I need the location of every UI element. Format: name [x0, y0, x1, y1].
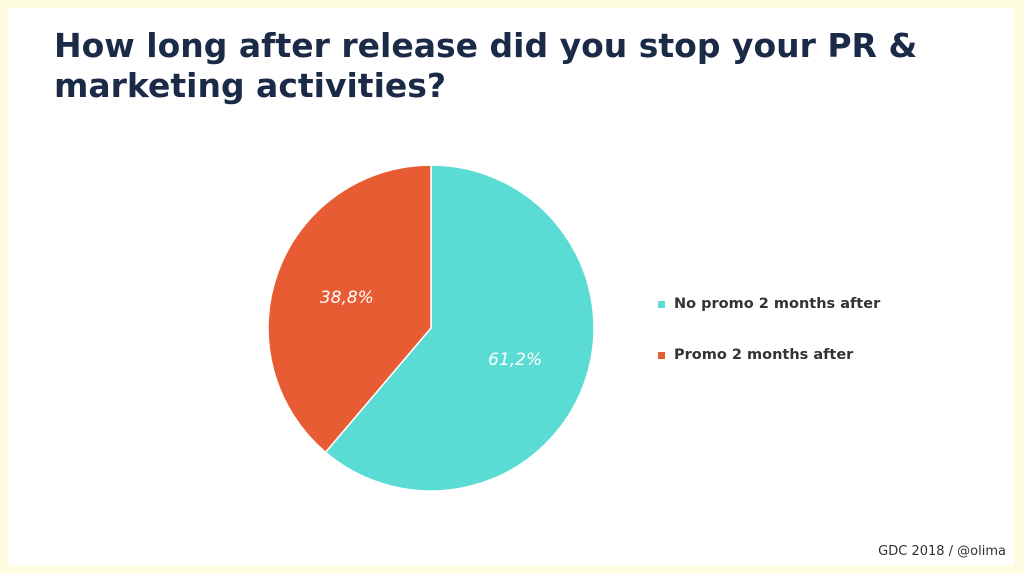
- pie-slice-promo: [267, 164, 432, 454]
- pie-chart: 61,2% 38,8%: [267, 164, 595, 492]
- data-label-promo: 38,8%: [320, 288, 374, 308]
- legend-label-promo: Promo 2 months after: [674, 347, 854, 363]
- legend-item-no-promo: No promo 2 months after: [658, 294, 880, 314]
- chart-legend: No promo 2 months after Promo 2 months a…: [658, 294, 880, 396]
- data-label-no-promo: 61,2%: [488, 350, 542, 370]
- legend-item-promo: Promo 2 months after: [658, 345, 880, 365]
- footer-credit: GDC 2018 / @olima: [878, 544, 1006, 559]
- pie-slice-no-promo: [324, 164, 595, 492]
- slide-title: How long after release did you stop your…: [54, 26, 918, 105]
- legend-label-no-promo: No promo 2 months after: [674, 296, 881, 312]
- legend-swatch-no-promo: [658, 300, 665, 308]
- legend-swatch-promo: [658, 351, 665, 359]
- slide: How long after release did you stop your…: [8, 8, 1014, 565]
